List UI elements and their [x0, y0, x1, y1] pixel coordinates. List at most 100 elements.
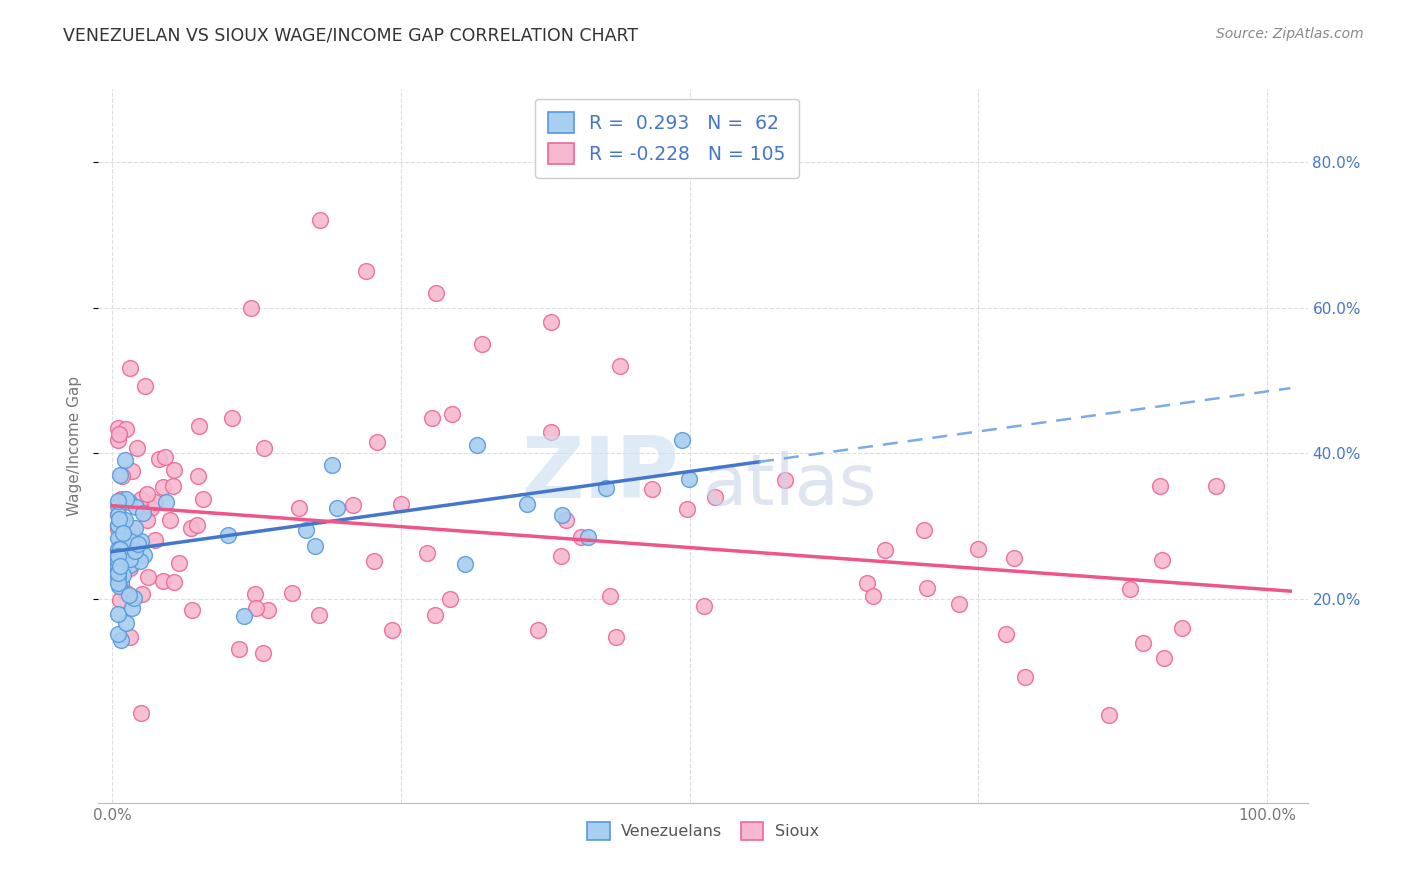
Point: [288, 501, 311, 516]
Point: [309, 213, 332, 227]
Point: [873, 543, 896, 558]
Point: [108, 579, 131, 593]
Point: [107, 508, 129, 523]
Point: [134, 379, 156, 393]
Point: [110, 633, 132, 648]
Point: [295, 524, 318, 538]
Point: [111, 468, 134, 483]
Point: [321, 458, 343, 473]
Point: [671, 434, 693, 448]
Point: [110, 492, 132, 507]
Point: [107, 566, 129, 581]
Point: [704, 490, 727, 504]
Point: [576, 530, 599, 544]
Point: [423, 608, 446, 623]
Point: [1152, 553, 1174, 567]
Point: [129, 534, 152, 549]
Point: [1014, 670, 1036, 684]
Point: [862, 590, 884, 604]
Point: [217, 527, 239, 541]
Point: [108, 532, 131, 546]
Point: [111, 546, 134, 560]
Point: [363, 554, 385, 568]
Point: [110, 576, 132, 591]
Point: [117, 588, 139, 602]
Point: [1002, 551, 1025, 566]
Point: [516, 497, 538, 511]
Point: [115, 546, 138, 560]
Point: [107, 542, 129, 557]
Point: [115, 422, 138, 436]
Point: [132, 506, 155, 520]
Point: [107, 522, 129, 536]
Point: [129, 706, 152, 721]
Point: [124, 520, 146, 534]
Point: [967, 542, 990, 557]
Point: [526, 624, 548, 638]
Point: [107, 563, 129, 577]
Point: [599, 589, 621, 603]
Point: [554, 513, 576, 527]
Point: [1149, 479, 1171, 493]
Point: [143, 533, 166, 548]
Point: [389, 497, 412, 511]
Point: [118, 495, 141, 509]
Point: [107, 517, 129, 532]
Point: [107, 507, 129, 521]
Point: [121, 465, 143, 479]
Point: [124, 500, 146, 515]
Point: [678, 472, 700, 486]
Point: [465, 438, 488, 452]
Point: [163, 575, 186, 590]
Point: [995, 627, 1018, 641]
Point: [253, 441, 276, 455]
Point: [454, 557, 477, 571]
Point: [420, 410, 443, 425]
Point: [111, 516, 134, 530]
Point: [107, 576, 129, 591]
Point: [118, 552, 141, 566]
Point: [416, 546, 439, 560]
Point: [162, 478, 184, 492]
Text: ZIP: ZIP: [522, 433, 679, 516]
Point: [471, 337, 494, 351]
Point: [124, 543, 146, 558]
Point: [124, 544, 146, 558]
Point: [136, 570, 159, 584]
Point: [693, 599, 716, 613]
Point: [120, 561, 142, 575]
Point: [127, 441, 149, 455]
Text: Source: ZipAtlas.com: Source: ZipAtlas.com: [1216, 27, 1364, 41]
Point: [1171, 621, 1194, 635]
Point: [152, 574, 174, 589]
Point: [107, 549, 129, 564]
Point: [107, 607, 129, 621]
Point: [595, 481, 617, 495]
Y-axis label: Wage/Income Gap: Wage/Income Gap: [67, 376, 83, 516]
Point: [107, 531, 129, 545]
Text: atlas: atlas: [703, 450, 877, 520]
Point: [550, 549, 572, 564]
Point: [108, 467, 131, 482]
Point: [675, 501, 697, 516]
Point: [136, 513, 159, 527]
Point: [110, 558, 132, 573]
Point: [425, 286, 447, 301]
Point: [605, 630, 627, 644]
Point: [252, 646, 274, 660]
Point: [439, 591, 461, 606]
Point: [107, 627, 129, 641]
Point: [107, 544, 129, 558]
Point: [1132, 636, 1154, 650]
Text: VENEZUELAN VS SIOUX WAGE/INCOME GAP CORRELATION CHART: VENEZUELAN VS SIOUX WAGE/INCOME GAP CORR…: [63, 27, 638, 45]
Point: [122, 591, 145, 606]
Point: [122, 541, 145, 556]
Point: [540, 425, 562, 439]
Point: [440, 407, 463, 421]
Point: [114, 616, 136, 631]
Point: [1119, 582, 1142, 596]
Point: [180, 521, 202, 535]
Point: [107, 558, 129, 572]
Point: [381, 623, 404, 637]
Point: [551, 508, 574, 522]
